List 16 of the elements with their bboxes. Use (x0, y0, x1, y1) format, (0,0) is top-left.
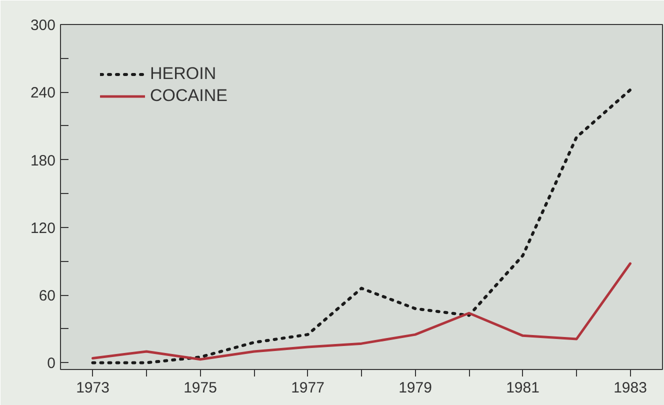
x-tick-label: 1979 (398, 380, 432, 396)
x-tick-label: 1973 (76, 380, 110, 396)
x-tick-label: 1983 (614, 380, 647, 396)
y-tick-label: 120 (30, 220, 56, 237)
y-tick-label: 240 (30, 84, 56, 102)
y-tick-label: 180 (30, 152, 56, 170)
x-tick-label: 1981 (506, 380, 540, 396)
y-tick-label: 300 (30, 17, 56, 34)
line-series (92, 262, 632, 361)
line-series (91, 88, 632, 364)
x-tick-label: 1977 (291, 380, 324, 396)
y-tick-label: 60 (38, 288, 56, 305)
x-tick-label: 1975 (184, 380, 217, 396)
legend-label: COCAINE (150, 86, 228, 106)
legend-label: HEROIN (150, 64, 216, 84)
y-tick-label: 0 (47, 355, 56, 372)
